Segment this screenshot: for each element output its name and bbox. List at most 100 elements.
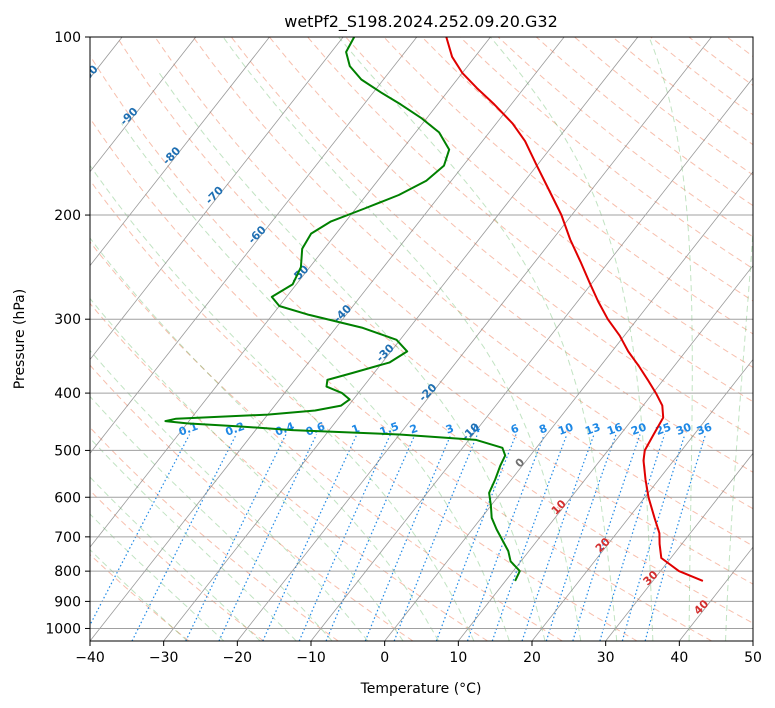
isotherm-label: 40 <box>691 597 711 617</box>
moist-adiabat <box>90 395 333 641</box>
isotherm-label: 10 <box>549 497 569 517</box>
mixing-ratio-line <box>364 434 452 641</box>
mixing-ratio-line <box>435 434 517 641</box>
dry-adiabat <box>688 37 753 87</box>
dry-adiabat <box>90 489 264 641</box>
y-tick-label: 300 <box>54 312 81 328</box>
y-tick-label: 700 <box>54 530 81 546</box>
mixing-ratio-label: 2 <box>408 422 420 437</box>
isotherm <box>163 37 639 641</box>
isotherm <box>90 37 491 548</box>
x-tick-label: 30 <box>597 650 615 666</box>
dry-adiabat <box>90 54 753 624</box>
isotherm-label: -70 <box>203 184 226 207</box>
dry-adiabat <box>154 37 753 547</box>
moist-adiabat <box>648 37 693 641</box>
isotherm-label: 20 <box>593 535 613 555</box>
dewpoint-line <box>164 37 521 582</box>
dry-adiabat <box>90 241 563 641</box>
mixing-ratio-line <box>185 434 287 641</box>
dry-adiabat <box>269 37 753 438</box>
mixing-ratio-line <box>621 434 686 641</box>
dry-adiabat <box>230 37 753 473</box>
moist-adiabat <box>338 37 618 641</box>
dry-adiabat <box>650 37 753 116</box>
x-tick-label: 10 <box>449 650 467 666</box>
isotherm <box>531 358 753 641</box>
isotherm-label: -100 <box>72 62 101 91</box>
mixing-ratio-label: 8 <box>537 422 549 437</box>
mixing-ratio-line <box>90 434 191 627</box>
y-tick-label: 500 <box>54 443 81 459</box>
y-axis-label: Pressure (hPa) <box>12 289 28 389</box>
mixing-ratio-label: 3 <box>444 422 456 437</box>
mixing-ratio-line <box>393 434 478 641</box>
y-tick-label: 1000 <box>45 621 81 637</box>
mixing-ratio-line <box>644 434 707 641</box>
mixing-ratio-line <box>262 434 358 641</box>
isotherm <box>90 37 344 361</box>
isotherm <box>90 37 270 267</box>
mixing-ratio-line <box>491 434 568 641</box>
isotherm <box>90 37 197 173</box>
mixing-ratio-label: 30 <box>674 420 693 438</box>
mixing-ratio-label: 0.6 <box>304 420 327 439</box>
isotherm-label: -30 <box>374 341 397 364</box>
mixing-ratio-label: 6 <box>509 422 521 437</box>
plot-frame <box>89 36 754 642</box>
x-axis-label: Temperature (°C) <box>360 681 482 697</box>
dry-adiabat <box>307 37 753 403</box>
isotherm-label: -60 <box>246 223 269 246</box>
mixing-ratio-label: 4 <box>470 422 482 437</box>
mixing-ratio-line <box>521 434 595 641</box>
dry-adiabat <box>726 37 753 58</box>
dry-adiabat <box>116 37 753 585</box>
mixing-ratio-label: 16 <box>605 420 624 438</box>
dry-adiabat <box>90 364 414 641</box>
isotherm <box>458 264 753 641</box>
x-tick-label: 40 <box>670 650 688 666</box>
moist-adiabat <box>90 476 261 641</box>
x-tick-label: 0 <box>380 650 389 666</box>
isotherm <box>752 640 753 641</box>
dry-adiabat <box>90 426 339 641</box>
x-tick-label: 20 <box>523 650 541 666</box>
y-tick-label: 200 <box>54 208 81 224</box>
isotherm <box>605 452 753 641</box>
x-tick-label: 50 <box>744 650 762 666</box>
y-tick-label: 100 <box>54 30 81 46</box>
y-tick-label: 600 <box>54 490 81 506</box>
isotherm <box>90 37 565 641</box>
moist-adiabat <box>121 123 510 641</box>
dry-adiabat <box>535 37 753 207</box>
isotherm-label: -50 <box>288 262 311 285</box>
moist-adiabat <box>90 349 369 641</box>
isotherm <box>310 77 753 641</box>
mixing-ratio-label: 13 <box>583 420 602 437</box>
moist-adiabat <box>90 513 225 641</box>
dry-adiabat <box>90 553 190 641</box>
x-tick-label: −10 <box>296 650 326 666</box>
moist-adiabat <box>90 237 439 641</box>
y-tick-label: 400 <box>54 386 81 402</box>
chart-title: wetPf2_S198.2024.252.09.20.G32 <box>284 12 558 32</box>
moist-adiabat <box>222 37 582 641</box>
isotherm-label: -20 <box>416 381 439 404</box>
dry-adiabat <box>421 37 753 302</box>
mixing-ratio-label: 10 <box>556 420 575 438</box>
moist-adiabat <box>90 297 404 641</box>
mixing-ratio-label: 36 <box>695 420 714 438</box>
mixing-ratio-label: 20 <box>629 420 648 438</box>
isotherm <box>90 37 418 454</box>
y-tick-label: 800 <box>54 564 81 580</box>
isotherm <box>384 171 753 641</box>
moist-adiabat <box>158 72 546 641</box>
dry-adiabat <box>90 117 712 641</box>
x-tick-label: −30 <box>149 650 179 666</box>
dry-adiabat <box>90 179 638 641</box>
mixing-ratio-label: 0.2 <box>224 420 247 439</box>
isotherm <box>237 37 712 641</box>
isotherm-label: -80 <box>160 144 183 167</box>
